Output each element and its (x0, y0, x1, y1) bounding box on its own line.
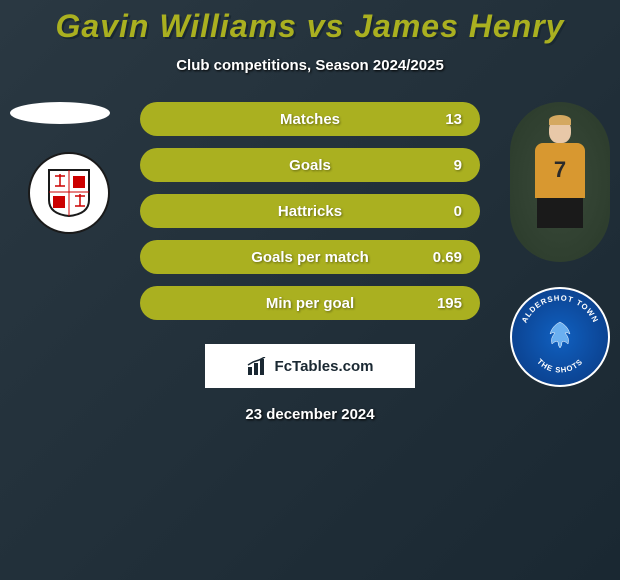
stat-value: 13 (445, 111, 462, 128)
stat-value: 0.69 (433, 249, 462, 266)
stat-row: Goals per match 0.69 (140, 240, 480, 274)
stat-value: 0 (454, 203, 462, 220)
shield-icon (47, 168, 91, 218)
player-shirt-number: 7 (535, 143, 585, 183)
snapshot-date: 23 december 2024 (0, 406, 620, 423)
phoenix-icon (540, 314, 580, 361)
player-figure-icon: 7 (530, 117, 590, 247)
stats-list: Matches 13 Goals 9 Hattricks 0 Goals per… (140, 102, 480, 320)
stat-row: Hattricks 0 (140, 194, 480, 228)
stat-label: Goals (158, 157, 462, 174)
stat-row: Matches 13 (140, 102, 480, 136)
comparison-title: Gavin Williams vs James Henry (0, 0, 620, 45)
source-badge-text: FcTables.com (275, 358, 374, 375)
comparison-subtitle: Club competitions, Season 2024/2025 (0, 57, 620, 74)
stat-label: Hattricks (158, 203, 462, 220)
stat-value: 195 (437, 295, 462, 312)
stat-row: Goals 9 (140, 148, 480, 182)
player-left-placeholder (10, 102, 110, 124)
player-right-photo: 7 (510, 102, 610, 262)
stat-row: Min per goal 195 (140, 286, 480, 320)
stat-value: 9 (454, 157, 462, 174)
club-crest-left (28, 152, 110, 234)
stat-label: Matches (158, 111, 462, 128)
chart-bars-icon (247, 357, 269, 375)
stat-label: Goals per match (158, 249, 462, 266)
stat-label: Min per goal (158, 295, 462, 312)
source-badge: FcTables.com (205, 344, 415, 388)
club-crest-right: ALDERSHOT TOWN THE SHOTS (510, 287, 610, 387)
content-area: 7 ALDERSHOT TOWN THE SHOTS Matches (0, 102, 620, 423)
